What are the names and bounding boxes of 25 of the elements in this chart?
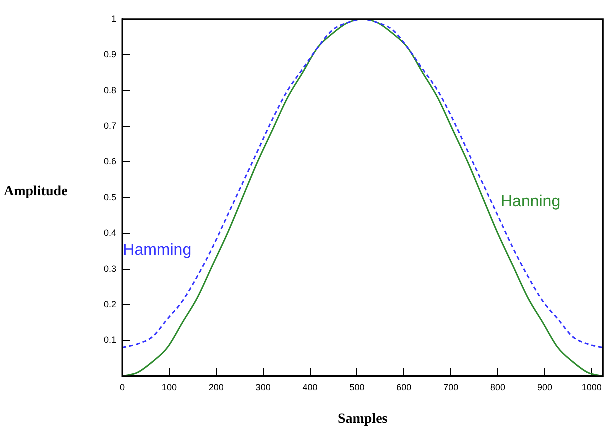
- y-tick-label: 0.1: [104, 335, 117, 346]
- x-axis-title: Samples: [338, 412, 388, 428]
- series-label: Hamming: [123, 242, 192, 259]
- x-tick-label: 300: [256, 382, 271, 392]
- x-tick-label: 700: [444, 382, 459, 392]
- y-tick-label: 0.9: [104, 50, 117, 60]
- x-tick-label: 400: [302, 382, 318, 392]
- y-tick-label: 0.8: [104, 85, 117, 96]
- y-tick-label: 0.5: [104, 192, 117, 202]
- y-tick-label: 1: [111, 14, 117, 24]
- y-tick-label: 0.4: [104, 228, 117, 238]
- x-tick-label: 900: [537, 382, 552, 392]
- y-tick-label: 0.7: [104, 120, 117, 131]
- y-tick-label: 0.6: [104, 156, 117, 167]
- series-label: Hanning: [501, 193, 561, 210]
- x-tick-label: 100: [162, 382, 177, 392]
- x-tick-label: 1000: [582, 382, 602, 392]
- y-axis-title: Amplitude: [4, 184, 68, 200]
- x-tick-label: 0: [120, 382, 126, 392]
- x-tick-label: 600: [396, 382, 412, 392]
- y-tick-label: 0.3: [104, 264, 117, 274]
- x-tick-label: 200: [208, 382, 224, 392]
- x-tick-label: 500: [350, 382, 365, 392]
- x-tick-label: 800: [490, 382, 506, 392]
- y-tick-label: 0.2: [104, 299, 117, 310]
